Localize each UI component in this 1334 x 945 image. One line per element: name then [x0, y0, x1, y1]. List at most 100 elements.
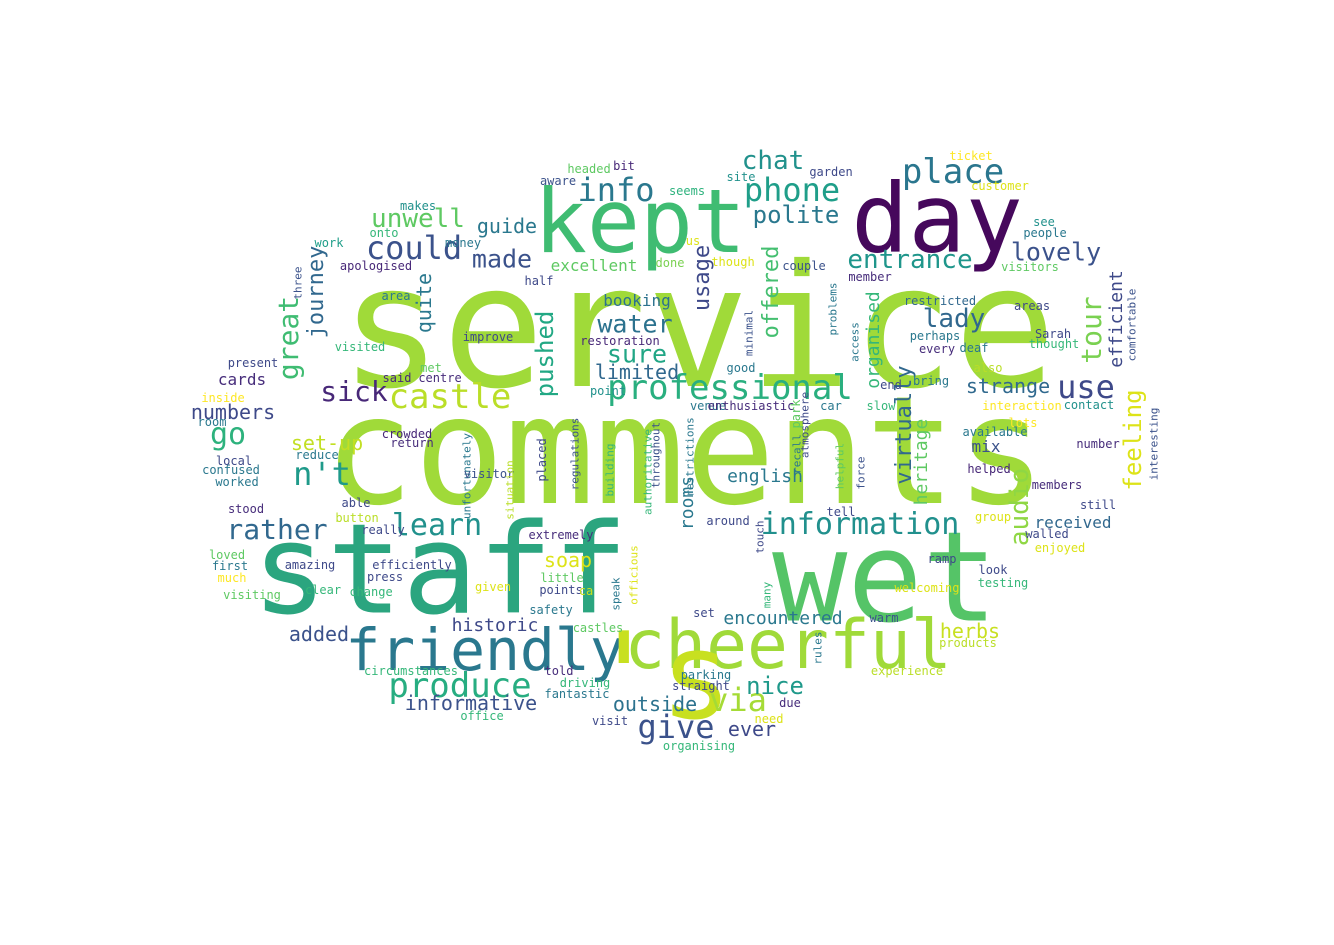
cloud-word: confused — [202, 463, 260, 477]
cloud-word: money — [444, 236, 482, 250]
cloud-word: minimal — [742, 309, 756, 357]
cloud-word: stood — [227, 502, 265, 516]
cloud-word: comfortable — [1125, 288, 1139, 362]
cloud-word: couple — [782, 259, 826, 273]
cloud-word: visitors — [1001, 260, 1059, 274]
cloud-word: unwell — [371, 204, 465, 234]
cloud-word: products — [939, 636, 997, 650]
cloud-word: though — [711, 255, 755, 269]
cloud-word: deaf — [959, 341, 989, 355]
cloud-word: force — [854, 456, 868, 490]
cloud-word: received — [1034, 513, 1112, 532]
cloud-word: efficient — [1106, 270, 1127, 368]
cloud-word: entrance — [847, 245, 973, 275]
cloud-word: need — [754, 712, 784, 726]
cloud-word: work — [314, 236, 344, 250]
cloud-word: castles — [572, 621, 624, 635]
cloud-word: bring — [912, 374, 950, 388]
cloud-word: numbers — [190, 400, 276, 424]
cloud-word: restrictions — [683, 417, 697, 497]
cloud-word: touch — [753, 520, 767, 554]
cloud-word: organised — [863, 291, 884, 389]
cloud-word: number — [1076, 437, 1120, 451]
cloud-word: extremely — [528, 528, 594, 542]
cloud-word: access — [848, 322, 862, 362]
cloud-word: building — [603, 443, 617, 497]
cloud-word: excellent — [550, 256, 638, 275]
cloud-word: centre — [418, 371, 462, 385]
cloud-word: booking — [603, 291, 671, 310]
cloud-word: makes — [399, 199, 437, 213]
cloud-word: member — [848, 270, 892, 284]
cloud-word: change — [349, 585, 393, 599]
cloud-word: castle — [388, 377, 512, 417]
cloud-word: kept — [534, 170, 746, 273]
cloud-word: go — [209, 417, 247, 452]
cloud-word: lots — [1008, 416, 1038, 430]
cloud-word: encountered — [723, 608, 843, 629]
cloud-word: helped — [967, 462, 1011, 476]
cloud-word: worked — [215, 475, 259, 489]
cloud-word: good — [726, 361, 756, 375]
cloud-word: lovely — [1010, 237, 1102, 267]
cloud-word: herbs — [939, 619, 1001, 643]
cloud-word: people — [1023, 226, 1067, 240]
cloud-word: chat — [741, 146, 805, 176]
cloud-word: enthusiastic — [707, 399, 795, 413]
cloud-word: improve — [462, 330, 514, 344]
cloud-word: driving — [559, 676, 611, 690]
cloud-word: rules — [811, 631, 825, 665]
cloud-word: every — [918, 342, 956, 356]
cloud-word: many — [760, 581, 774, 609]
cloud-word: amazing — [284, 558, 336, 572]
cloud-word: experience — [870, 664, 944, 678]
cloud-word: phone — [743, 171, 841, 209]
cloud-word: straight — [672, 679, 730, 693]
cloud-word: customer — [971, 179, 1029, 193]
cloud-word: problems — [826, 282, 840, 336]
cloud-word: given — [474, 580, 512, 594]
cloud-word: visiting — [223, 588, 281, 602]
cloud-word: lady — [922, 304, 986, 334]
cloud-word: strange — [965, 374, 1051, 398]
cloud-word: little — [540, 571, 584, 585]
cloud-word: around — [706, 514, 750, 528]
cloud-word: inside — [201, 391, 245, 405]
cloud-word: area — [381, 289, 411, 303]
cloud-word: also — [973, 361, 1003, 375]
cloud-word: site — [726, 170, 756, 184]
cloud-word: button — [335, 511, 379, 525]
cloud-word: information — [760, 507, 960, 542]
cloud-word: return — [390, 436, 434, 450]
cloud-word: sick — [320, 375, 388, 408]
cloud-word: onto — [369, 226, 399, 240]
cloud-word: car — [820, 399, 842, 413]
cloud-word: mix — [971, 437, 1001, 456]
cloud-word: said — [382, 371, 412, 385]
cloud-word: group — [974, 510, 1012, 524]
cloud-word: headed — [567, 162, 611, 176]
cloud-word: tour — [1075, 296, 1108, 364]
cloud-word: visited — [334, 340, 386, 354]
cloud-word: historic — [451, 615, 539, 636]
cloud-word: guide — [476, 214, 538, 238]
cloud-word: seems — [668, 184, 706, 198]
cloud-word: fantastic — [544, 687, 610, 701]
cloud-word: bit — [613, 159, 635, 173]
cloud-word: interaction — [982, 399, 1062, 413]
cloud-word: Sarah — [1034, 327, 1072, 341]
cloud-word: enjoyed — [1034, 541, 1086, 555]
cloud-word: give — [637, 708, 715, 746]
cloud-word: aware — [539, 174, 577, 188]
cloud-word: organising — [662, 739, 736, 753]
cloud-word: circumstances — [364, 664, 458, 678]
cloud-word: office — [460, 709, 504, 723]
cloud-word: service — [339, 229, 1057, 427]
cloud-word: ramp — [927, 552, 957, 566]
cloud-word: day — [851, 164, 1023, 275]
cloud-word: via — [709, 681, 767, 719]
cloud-word: limited — [594, 360, 680, 384]
cloud-word: still — [1079, 498, 1117, 512]
cloud-word: offered — [759, 245, 784, 339]
